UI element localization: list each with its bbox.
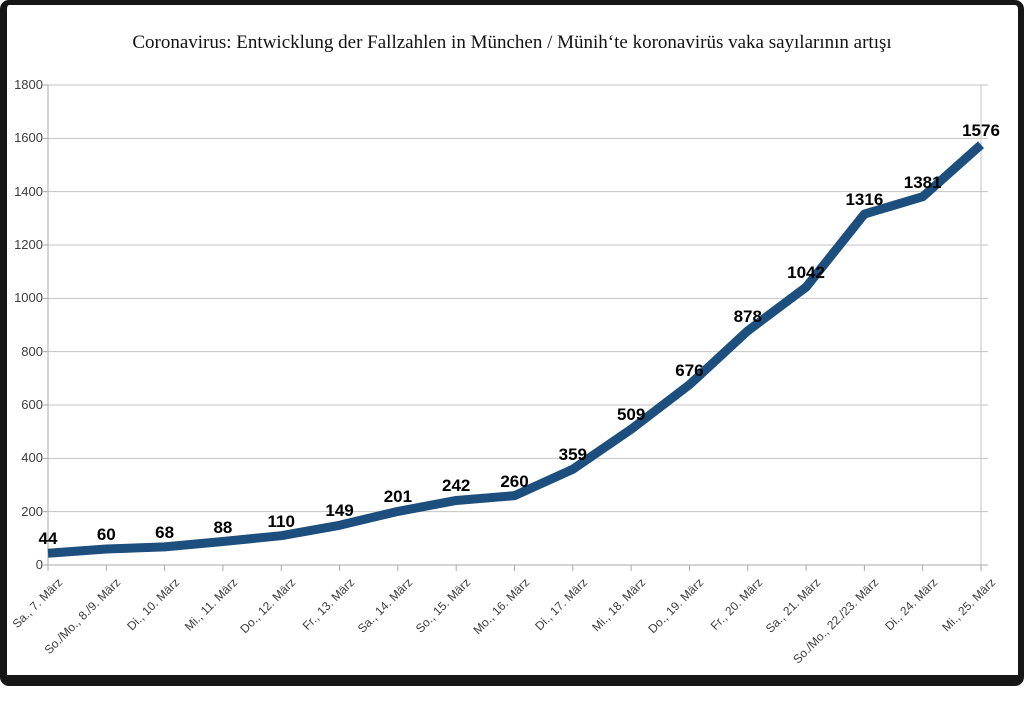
y-tick-label: 400 (21, 450, 43, 466)
data-point-label: 68 (155, 522, 175, 542)
data-point-label: 110 (267, 511, 295, 531)
chart-title: Coronavirus: Entwicklung der Fallzahlen … (132, 32, 892, 53)
data-point-label: 1576 (962, 120, 1000, 140)
data-point-label: 878 (733, 306, 762, 326)
cases-line-series (47, 141, 984, 558)
data-point-label: 88 (213, 517, 233, 537)
data-point-label: 201 (383, 487, 413, 507)
y-tick-label: 1200 (14, 237, 43, 252)
y-tick-label: 1000 (14, 290, 43, 306)
data-point-label: 1042 (787, 263, 825, 283)
line-chart-svg (43, 84, 988, 571)
data-point-label: 44 (38, 529, 58, 549)
data-point-label: 60 (96, 525, 116, 544)
data-point-label: 509 (616, 405, 646, 425)
y-tick-label: 800 (21, 343, 43, 359)
labels-layer: 0 200 400 600 800 1000 1200 1400 1600 1800 Sa., 7.… (10, 77, 1000, 667)
data-point-label: 676 (675, 360, 704, 380)
data-point-label: 1381 (903, 172, 942, 192)
data-point-label: 359 (558, 445, 587, 465)
y-tick-label: 0 (35, 557, 43, 572)
data-point-label: 1316 (845, 190, 884, 210)
data-point-label: 242 (442, 476, 471, 496)
data-point-label: 260 (500, 471, 529, 491)
data-point-label: 149 (325, 501, 354, 521)
y-tick-label: 1600 (14, 130, 43, 146)
y-tick-label: 600 (21, 397, 43, 412)
y-tick-label: 1800 (14, 77, 43, 92)
y-tick-label: 1400 (14, 183, 43, 199)
y-tick-label: 200 (21, 503, 43, 519)
